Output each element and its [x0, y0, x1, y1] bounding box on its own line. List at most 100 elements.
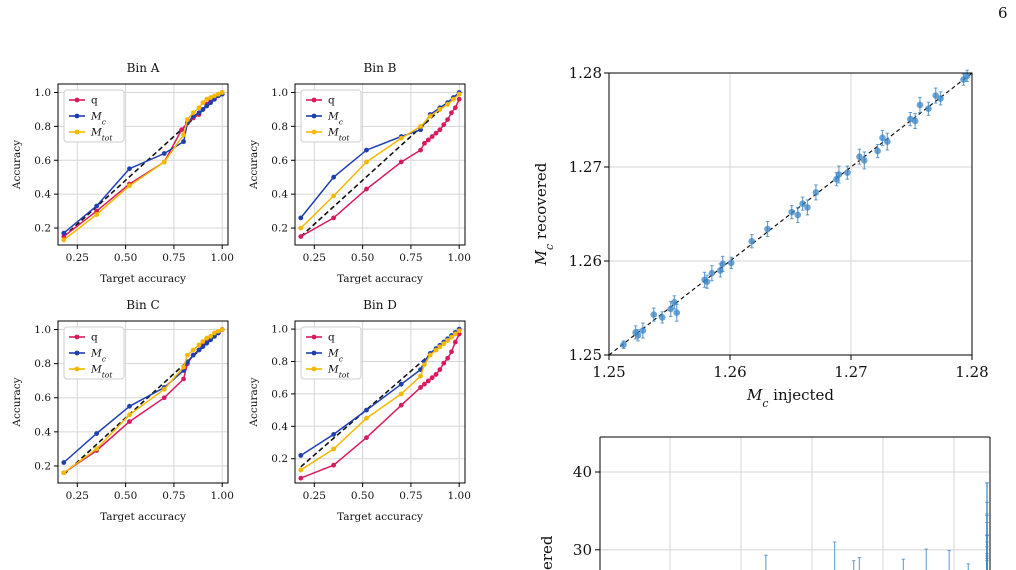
data-point-Mtot [127, 412, 132, 418]
y-axis-label: ered [538, 535, 556, 570]
scatter-point [650, 311, 658, 318]
data-point-q [433, 372, 439, 377]
data-point-q [331, 215, 337, 221]
x-tick-label: 1.27 [834, 363, 867, 381]
data-point-Mtot [94, 212, 100, 217]
data-point-Mtot [418, 373, 423, 379]
legend-label-Mtot: Mtot [90, 364, 113, 380]
legend-marker-Mtot [74, 366, 80, 372]
x-tick-label: 0.25 [66, 490, 89, 502]
x-tick-label: 0.50 [114, 252, 137, 264]
y-axis-label: Accuracy [248, 140, 260, 190]
scatter-point [764, 225, 771, 233]
scatter-point [911, 117, 919, 125]
scatter-point [673, 309, 681, 317]
scatter-point [667, 305, 675, 313]
axes-frame [57, 83, 229, 246]
legend-label-Mc: Mc [90, 348, 107, 364]
axes-frame [294, 320, 466, 484]
data-point-Mtot [161, 159, 167, 165]
reference-diagonal [300, 328, 460, 468]
data-point-Mtot [61, 237, 67, 243]
legend-label-q: q [328, 332, 335, 344]
y-tick-label: 0.4 [34, 426, 51, 438]
data-point-q [331, 462, 337, 468]
calibration-panel-2: 0.25 0.50 0.75 1.00 0.2 0.4 0.6 0.8 1.0 Bin B Targ… [248, 61, 471, 285]
data-point-Mc [94, 431, 100, 436]
data-point-q [398, 159, 404, 165]
x-tick-label: 1.00 [448, 490, 471, 502]
data-point-q [298, 234, 304, 239]
y-tick-label: 0.4 [34, 189, 51, 201]
data-point-Mc [298, 453, 304, 458]
scatter-point [812, 189, 820, 196]
data-point-Mc [61, 230, 67, 236]
data-point-q [94, 208, 100, 214]
y-tick-label: 1.26 [569, 252, 602, 270]
data-point-q [441, 360, 447, 366]
page-number: 6 [998, 4, 1008, 22]
data-point-q [429, 375, 435, 381]
legend-label-Mtot: Mtot [90, 127, 113, 143]
x-axis-label: Target accuracy [100, 511, 186, 523]
data-point-Mtot [196, 342, 202, 348]
y-axis-label: Accuracy [11, 377, 23, 427]
scatter-point [879, 134, 886, 142]
x-tick-label: 1.00 [211, 252, 234, 264]
reference-diagonal [300, 91, 460, 238]
legend-marker-Mc [311, 350, 317, 356]
data-point-q [298, 475, 304, 481]
x-tick-label: 1.00 [211, 490, 234, 502]
legend-label-q: q [328, 95, 335, 107]
y-tick-label: 1.25 [569, 346, 602, 364]
data-point-q [452, 339, 458, 345]
y-tick-label: 0.8 [34, 121, 51, 133]
data-point-q [437, 127, 443, 133]
mc-scatter-panel: 1.25 1.26 1.27 1.28 1.25 1.26 1.27 1.28 Mc injec… [532, 64, 989, 410]
scatter-point [861, 157, 868, 164]
panel-title: Bin A [127, 61, 160, 75]
data-point-q [449, 349, 454, 355]
data-point-Mc [208, 100, 214, 106]
data-point-Mtot [331, 193, 337, 199]
scatter-point [937, 95, 944, 102]
data-point-Mc [204, 340, 210, 346]
data-point-Mtot [441, 341, 447, 347]
x-tick-label: 0.50 [114, 490, 137, 502]
data-point-q [422, 381, 427, 387]
scatter-point [634, 331, 642, 339]
data-point-Mc [364, 407, 369, 413]
data-point-Mc [196, 347, 202, 353]
y-axis-label: Accuracy [11, 140, 23, 190]
x-axis-label: Mc injected [746, 386, 834, 410]
data-point-Mtot [190, 347, 196, 353]
scatter-point [794, 211, 802, 219]
y-tick-label: 0.6 [271, 388, 288, 400]
data-point-Mtot [215, 328, 221, 334]
data-point-Mc [127, 166, 132, 172]
y-tick-label: 1.0 [34, 324, 51, 336]
scatter-point [963, 72, 971, 80]
y-tick-label: 0.4 [271, 421, 288, 433]
scatter-point [703, 278, 711, 285]
y-tick-label: 1.28 [569, 64, 602, 82]
data-point-Mc [364, 147, 369, 153]
data-point-Mc [331, 174, 337, 180]
data-point-Mc [212, 333, 217, 339]
data-point-q [449, 110, 454, 116]
data-point-q [429, 134, 435, 139]
y-tick-label: 0.8 [34, 358, 51, 370]
legend-label-Mtot: Mtot [327, 127, 350, 143]
data-point-q [364, 186, 369, 192]
y-tick-label: 0.2 [34, 460, 51, 472]
scatter-point [719, 260, 727, 268]
x-tick-label: 0.75 [399, 252, 422, 264]
data-point-Mc [61, 460, 67, 465]
data-point-Mtot [61, 470, 67, 476]
legend-box [63, 89, 125, 143]
data-point-q [161, 395, 167, 401]
axes-frame [608, 72, 973, 356]
legend-marker-Mtot [311, 366, 317, 372]
data-point-q [445, 355, 451, 361]
scatter-point [835, 171, 843, 178]
